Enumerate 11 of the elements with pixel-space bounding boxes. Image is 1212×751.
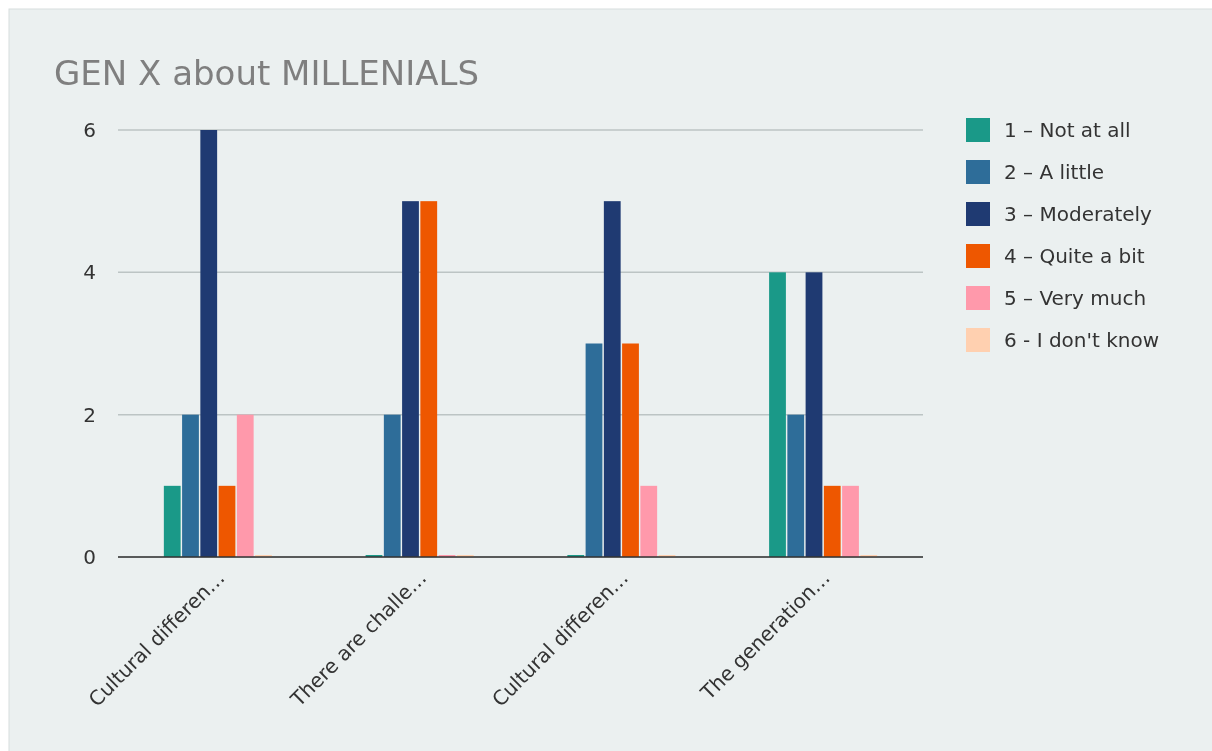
y-tick-label: 0 [83,545,96,569]
legend-label: 5 – Very much [1004,286,1147,310]
y-tick-label: 6 [83,118,96,142]
legend-label: 4 – Quite a bit [1004,244,1145,268]
chart-title: GEN X about MILLENIALS [54,53,480,93]
legend-label: 6 - I don't know [1004,328,1160,352]
legend-label: 2 – A little [1004,160,1105,184]
legend-label: 1 – Not at all [1004,118,1131,142]
y-tick-label: 2 [83,402,96,427]
y-tick-label: 4 [83,260,96,285]
legend-label: 3 – Moderately [1004,202,1153,226]
